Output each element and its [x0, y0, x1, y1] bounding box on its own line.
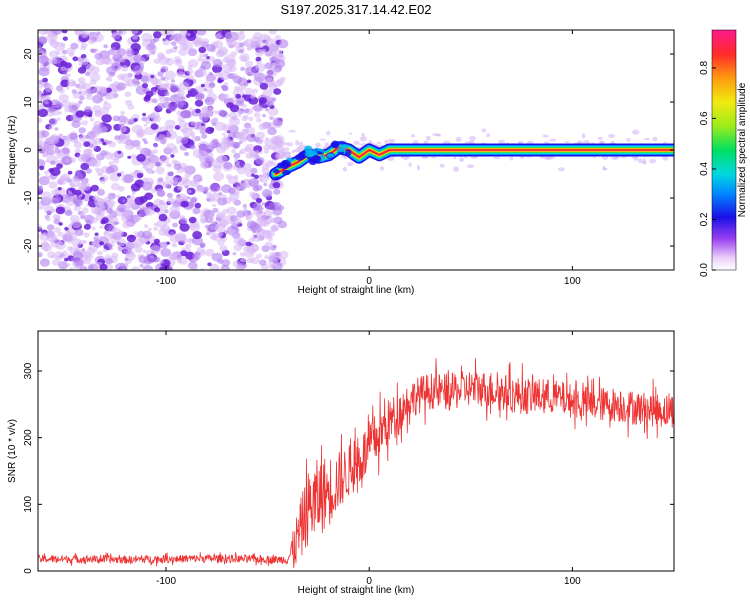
colorbar-tick-label: 0.4 [699, 162, 710, 176]
colorbar-label: Normalized spectral amplitude [737, 82, 748, 217]
y-tick-label: 0 [23, 147, 34, 153]
onset-blob [337, 141, 347, 145]
onset-blob [273, 176, 282, 180]
onset-blob [326, 153, 335, 158]
snr-xlabel: Height of straight line (km) [298, 585, 415, 596]
x-tick-label: -100 [156, 576, 176, 587]
snr-ylabel: SNR (10 * v/v) [7, 419, 18, 483]
spectrogram-plot-area [38, 30, 674, 270]
noise-speckles [38, 30, 289, 270]
colorbar-tick-label: 0.6 [699, 111, 710, 125]
colorbar-tick-label: 0.8 [699, 61, 710, 75]
onset-blob [296, 155, 304, 159]
y-tick-label: -10 [23, 190, 34, 205]
snr-ticks: -100 0 100 0 100 200 300 [23, 331, 674, 587]
spectrogram-xlabel: Height of straight line (km) [298, 285, 415, 296]
colorbar-tick-label: 0.0 [699, 263, 710, 277]
y-tick-label: -20 [23, 238, 34, 253]
snr-plot-area [38, 358, 674, 569]
y-tick-label: 200 [23, 429, 34, 446]
snr-frame [37, 330, 675, 572]
x-tick-label: 100 [564, 576, 581, 587]
x-tick-label: 0 [366, 576, 372, 587]
colorbar-tick-label: 0.2 [699, 212, 710, 226]
figure-title: S197.2025.317.14.42.E02 [280, 2, 431, 17]
signal-ridge [269, 140, 674, 181]
snr-panel: -100 0 100 0 100 200 300 Height of straight li… [7, 330, 675, 596]
y-tick-label: 100 [23, 496, 34, 513]
y-tick-label: 20 [23, 48, 34, 60]
onset-blob [345, 149, 352, 156]
y-tick-label: 300 [23, 362, 34, 379]
colorbar-gradient [711, 29, 737, 271]
colorbar-ticks: 0.0 0.2 0.4 0.6 0.8 [699, 61, 716, 277]
onset-blob [273, 169, 280, 174]
onset-blob [336, 148, 346, 153]
snr-line [38, 358, 674, 569]
onset-blob [282, 169, 291, 176]
onset-blob [281, 159, 291, 168]
x-tick-label: -100 [156, 276, 176, 287]
onset-blob [312, 156, 321, 161]
x-tick-label: 0 [366, 276, 372, 287]
colorbar: 0.0 0.2 0.4 0.6 0.8 Normalized spectral ampl… [699, 29, 748, 277]
onset-blob [338, 144, 349, 150]
y-tick-label: 10 [23, 96, 34, 108]
onset-blob [331, 140, 339, 149]
x-tick-label: 100 [564, 276, 581, 287]
y-tick-label: 0 [23, 568, 34, 574]
spectrogram-ylabel: Frequency (Hz) [7, 116, 18, 185]
